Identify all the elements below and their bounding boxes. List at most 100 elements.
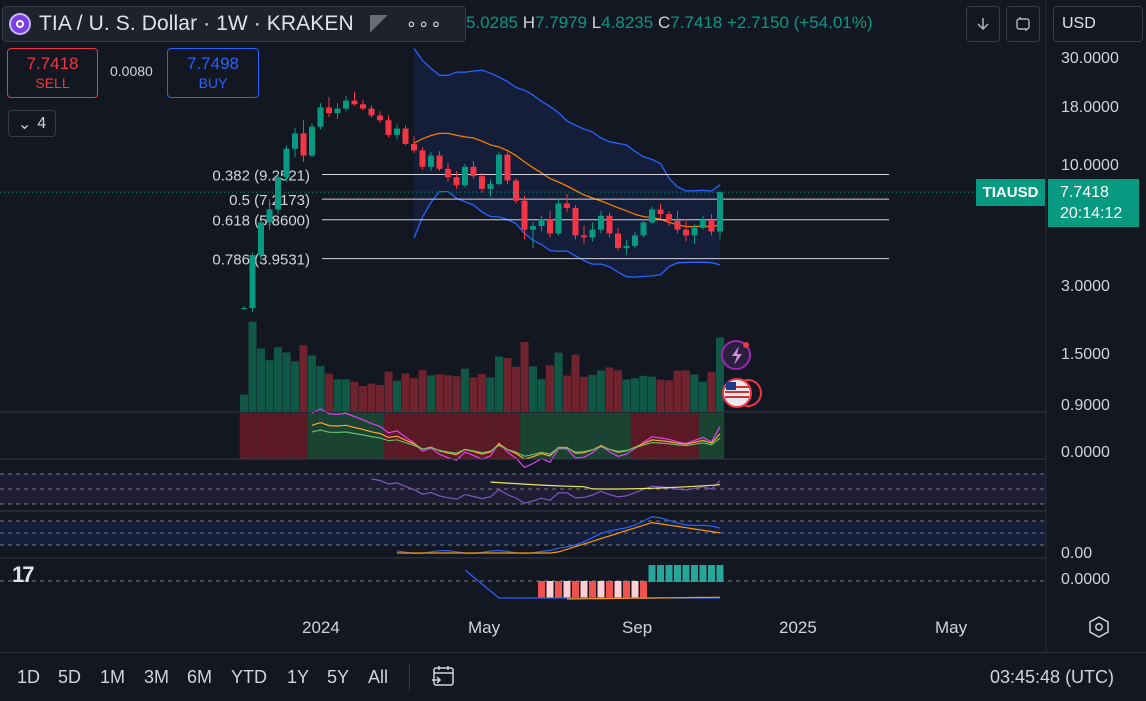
candle-body xyxy=(564,203,570,208)
calendar-goto-icon[interactable] xyxy=(430,663,456,689)
candle-body xyxy=(283,148,290,178)
volume-bar xyxy=(707,372,716,412)
histogram-bar xyxy=(716,565,724,582)
candle-body xyxy=(632,235,638,246)
histogram-bar xyxy=(572,581,579,598)
candle-body xyxy=(700,219,706,228)
candle-body xyxy=(470,166,477,177)
indicator-bg-cell xyxy=(486,413,495,459)
volume-bar xyxy=(648,376,656,412)
candle-body xyxy=(249,255,256,309)
volume-bar xyxy=(265,360,274,412)
candle-body xyxy=(343,100,349,109)
sell-price: 7.7418 xyxy=(26,54,79,73)
utc-clock[interactable]: 03:45:48 (UTC) xyxy=(990,667,1115,687)
candle-body xyxy=(623,245,630,249)
volume-bar xyxy=(512,366,520,412)
buy-button[interactable]: 7.7498 BUY xyxy=(167,48,259,98)
volume-bar xyxy=(639,375,648,412)
candle-body xyxy=(504,154,511,181)
volume-bar xyxy=(699,381,707,412)
timeframe-all[interactable]: All xyxy=(368,667,389,687)
volume-bar xyxy=(520,341,529,412)
volume-bar xyxy=(614,370,622,412)
indicator-bg-cell xyxy=(358,413,368,459)
sell-button[interactable]: 7.7418 SELL xyxy=(7,48,98,98)
high-label: H xyxy=(522,13,536,32)
fullscreen-icon[interactable] xyxy=(1006,6,1040,42)
candle-body xyxy=(309,126,315,156)
indicator-bg-cell xyxy=(681,413,691,459)
indicator-bg-cell xyxy=(418,413,427,459)
volume-bar xyxy=(308,355,316,412)
last-price: 7.7418 xyxy=(1060,184,1109,201)
bollinger-upper-line xyxy=(413,48,721,192)
timeframe-ytd[interactable]: YTD xyxy=(231,667,267,687)
indicator-bg-cell xyxy=(630,413,640,459)
y-axis-label: 0.0000 xyxy=(1061,571,1110,588)
histogram-bar xyxy=(580,581,588,598)
candle-body xyxy=(572,207,579,236)
histogram-bar xyxy=(563,581,571,598)
high-value: 7.7979 xyxy=(535,13,588,32)
fib-level-label: 0.382 (9.2521) xyxy=(212,167,310,184)
settings-icon[interactable] xyxy=(1088,616,1110,638)
timeframe-1d[interactable]: 1D xyxy=(17,667,41,687)
timeframe-3m[interactable]: 3M xyxy=(144,667,170,687)
candle-body xyxy=(258,222,264,256)
candle-body xyxy=(538,219,545,226)
more-icon[interactable]: ∘∘∘ xyxy=(405,13,443,34)
y-axis-label: 0.9000 xyxy=(1061,397,1110,414)
timeframe-6m[interactable]: 6M xyxy=(187,667,213,687)
histogram-bar xyxy=(606,581,613,598)
spread-value: 0.0080 xyxy=(110,63,153,79)
timeframe-5y[interactable]: 5Y xyxy=(327,667,350,687)
volume-bar xyxy=(384,371,393,412)
collapse-indicators-button[interactable]: ⌄ 4 xyxy=(8,110,56,137)
y-axis-label: 0.00 xyxy=(1061,545,1093,562)
indicator-bg-cell xyxy=(613,413,623,459)
sell-label: SELL xyxy=(35,75,70,91)
indicator-bg-cell xyxy=(545,413,555,459)
currency-select[interactable]: USD xyxy=(1053,6,1143,42)
indicator-bg-cell xyxy=(605,413,614,459)
volume-bar xyxy=(563,375,571,412)
timeframe-1y[interactable]: 1Y xyxy=(287,667,310,687)
tradingview-logo-icon[interactable]: 17 xyxy=(12,562,35,587)
candle-body xyxy=(402,128,409,144)
indicator-bg-cell xyxy=(409,413,419,459)
histogram-bar xyxy=(648,565,656,582)
indicator-bg-cell xyxy=(265,413,274,459)
candle-body xyxy=(266,209,273,223)
symbol-price-tag: TIAUSD xyxy=(976,179,1045,206)
candle-body xyxy=(292,133,298,149)
candle-body xyxy=(513,180,519,201)
symbol-title: TIA / U. S. Dollar · 1W · KRAKEN xyxy=(39,12,354,35)
x-axis-label: Sep xyxy=(622,618,653,637)
volume-bar xyxy=(325,373,333,412)
flag-icon[interactable] xyxy=(369,15,388,33)
arrow-down-icon[interactable] xyxy=(966,6,1000,42)
histogram-bar xyxy=(699,565,707,582)
oscillator-line xyxy=(311,408,721,469)
fib-level-label: 0.786 (3.9531) xyxy=(212,252,310,269)
timeframe-1m[interactable]: 1M xyxy=(100,667,126,687)
indicator-bg-cell xyxy=(477,413,487,459)
indicator-bg-cell xyxy=(690,413,699,459)
buy-price: 7.7498 xyxy=(187,54,239,73)
volume-bar xyxy=(444,375,452,412)
indicator-bg-cell xyxy=(350,413,359,459)
volume-bar xyxy=(401,373,410,412)
timeframe-5d[interactable]: 5D xyxy=(58,667,82,687)
volume-bar xyxy=(359,386,367,412)
indicator-bg-cell xyxy=(596,413,606,459)
volume-bar xyxy=(427,375,435,412)
candle-body xyxy=(547,219,553,234)
last-price-box: 7.7418 20:14:12 xyxy=(1048,179,1139,227)
stoch-k-line xyxy=(396,516,721,555)
close-label: C xyxy=(657,13,671,32)
symbol-header[interactable]: TIA / U. S. Dollar · 1W · KRAKEN ∘∘∘ xyxy=(2,6,466,42)
indicator-bg-cell xyxy=(673,413,682,459)
indicator-bg-cell xyxy=(239,413,249,459)
